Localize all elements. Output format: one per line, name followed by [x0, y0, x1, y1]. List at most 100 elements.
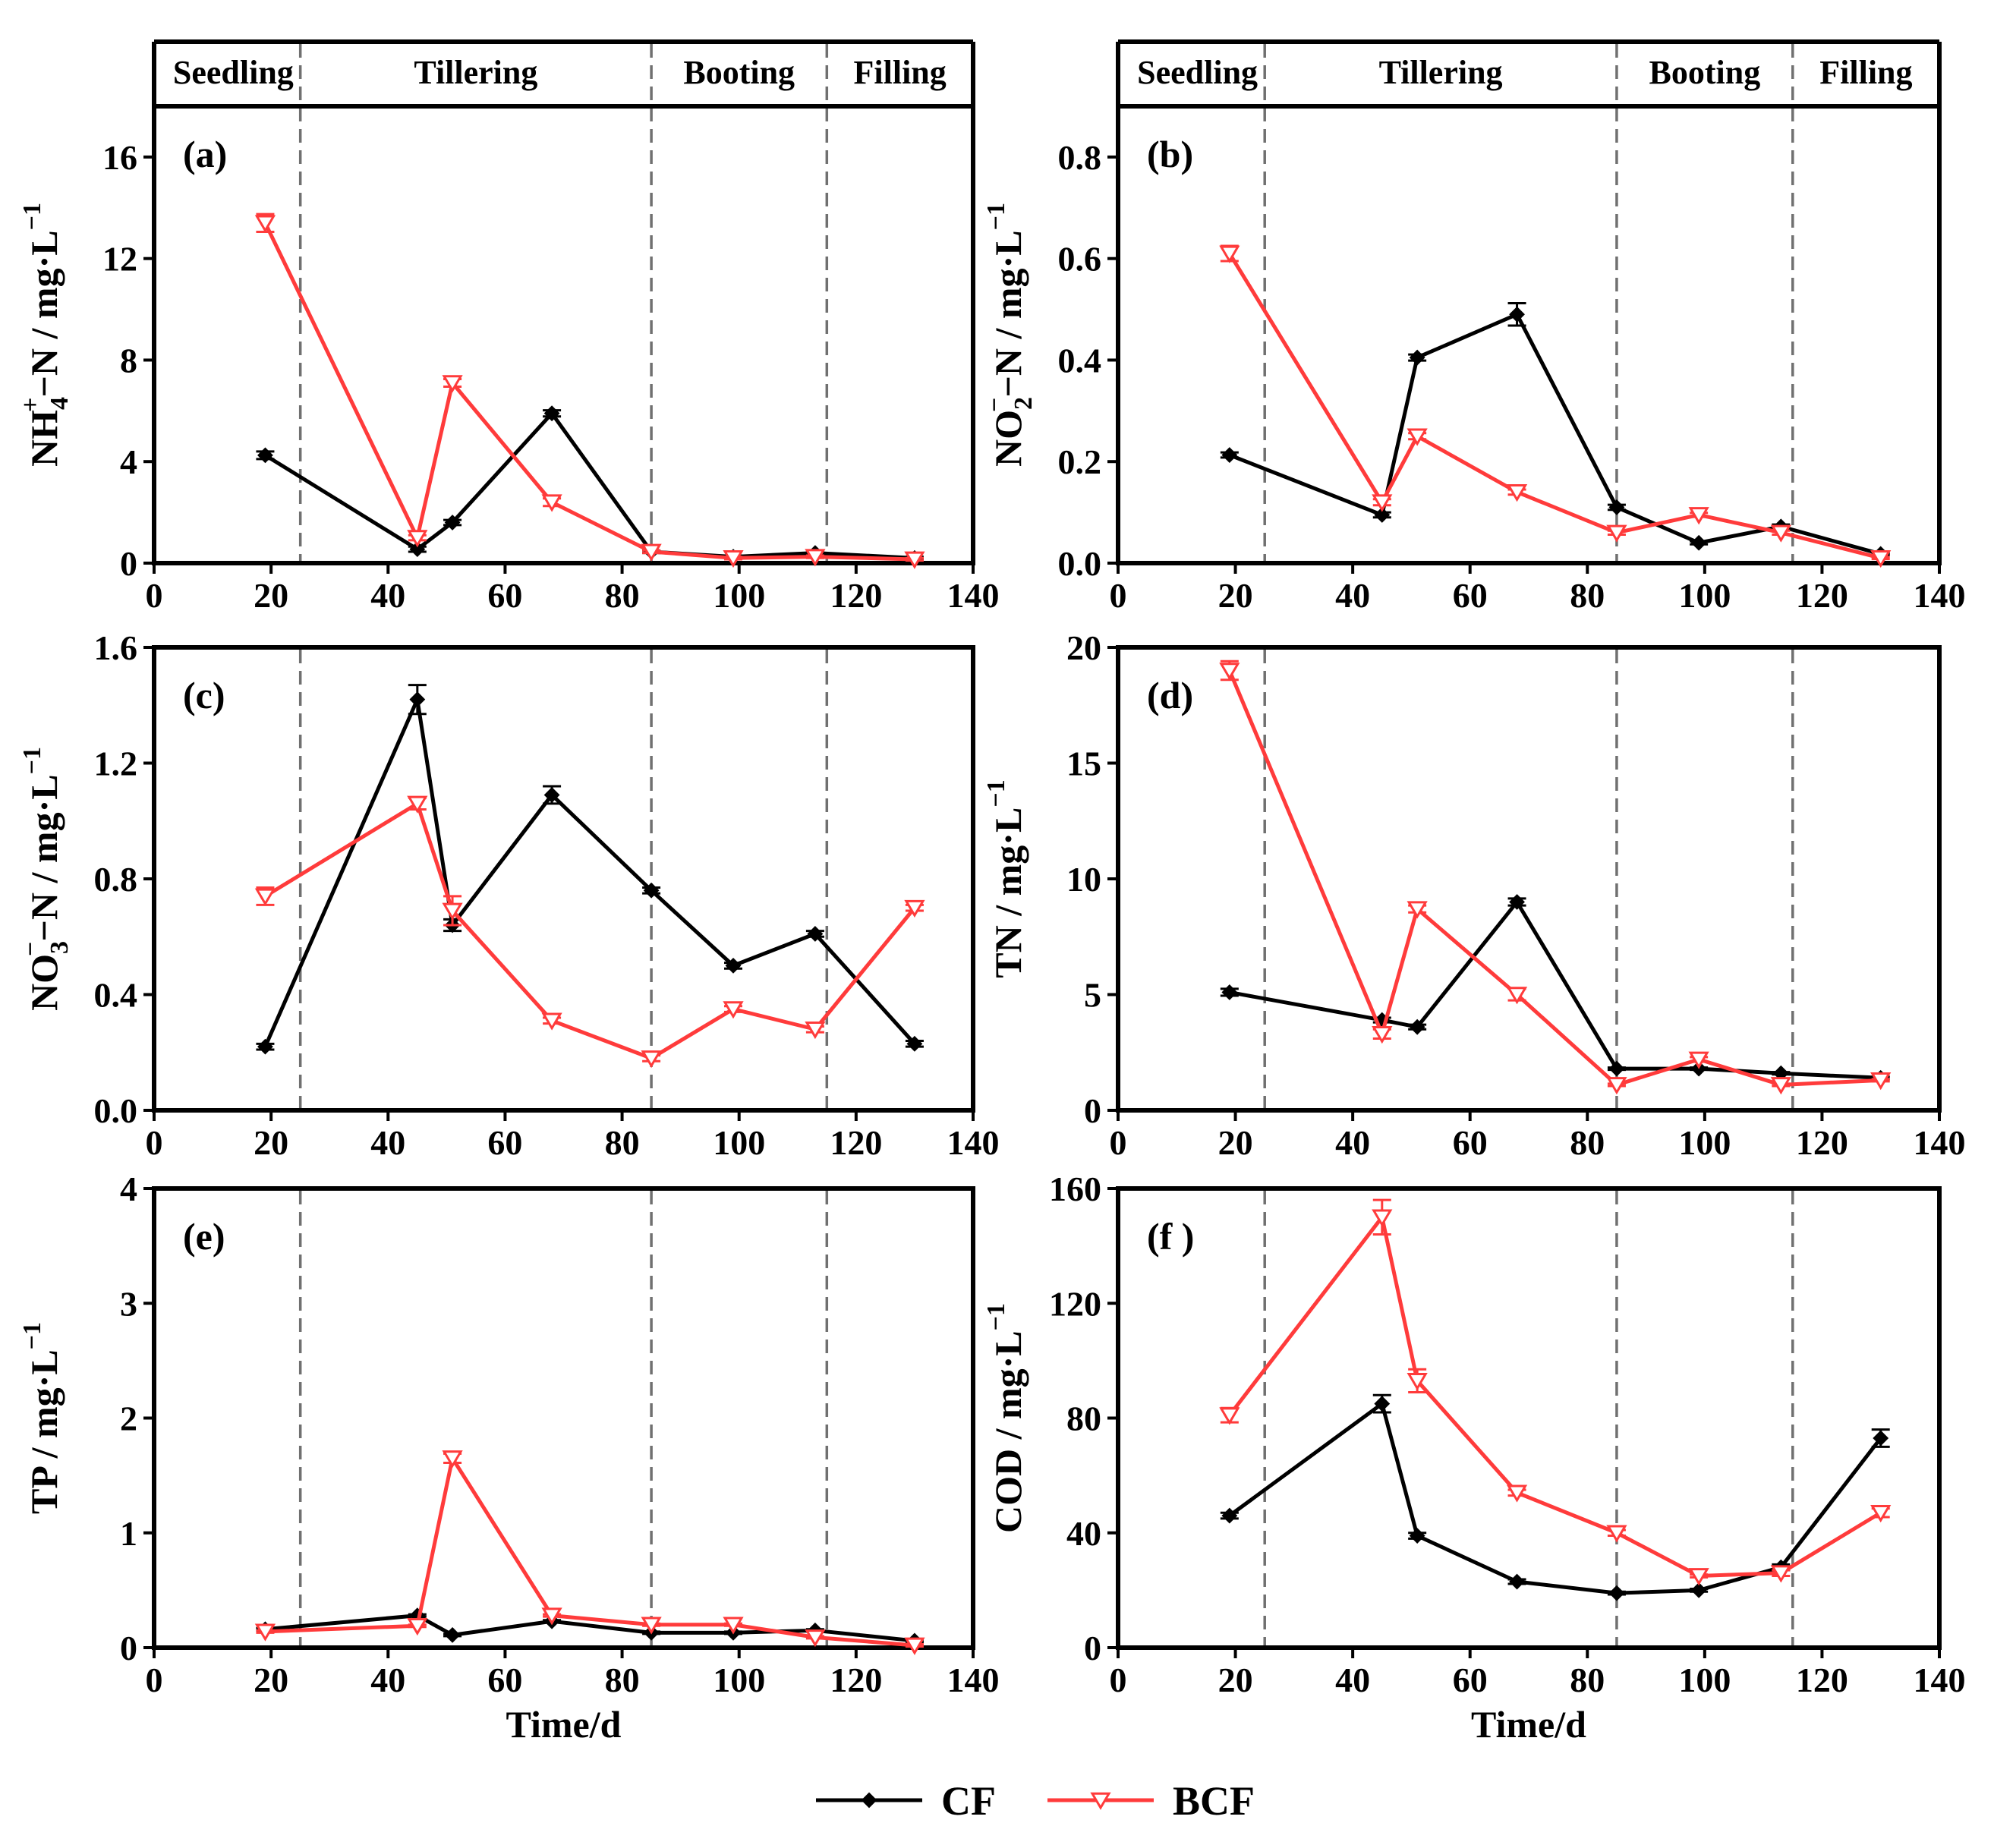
- series-cf: [1220, 894, 1890, 1086]
- y-tick-label: 80: [1066, 1399, 1101, 1438]
- stage-label-booting: Booting: [1649, 54, 1761, 91]
- series-bcf-point: [1372, 494, 1393, 512]
- y-title-sub: 4: [46, 397, 74, 410]
- x-tick-label: 140: [1914, 1123, 1966, 1162]
- series-bcf-point: [641, 1050, 662, 1069]
- x-tick-label: 0: [1110, 576, 1127, 615]
- y-tick-label: 5: [1084, 976, 1101, 1015]
- x-tick-label: 40: [370, 1123, 405, 1162]
- series-bcf: [1219, 244, 1892, 568]
- x-tick-label: 80: [605, 1661, 640, 1699]
- series-bcf-point: [442, 902, 463, 921]
- legend-swatch-marker: [1090, 1792, 1111, 1810]
- series-bcf-point: [1219, 1407, 1240, 1425]
- series-bcf-point: [1870, 1504, 1892, 1523]
- series-bcf-point: [1372, 1209, 1393, 1227]
- x-tick-label: 0: [146, 576, 163, 615]
- series-bcf-point: [805, 549, 826, 567]
- series-cf-line: [263, 697, 916, 1048]
- legend-label: BCF: [1173, 1778, 1255, 1824]
- series-bcf-point: [1506, 484, 1528, 502]
- series-cf: [1220, 302, 1890, 562]
- y-tick-label: 8: [120, 341, 137, 379]
- y-title-rest: −N / mg·L: [987, 230, 1029, 397]
- x-tick-label: 100: [1678, 1661, 1731, 1699]
- series-cf-point: [1374, 507, 1391, 523]
- legend-label: CF: [941, 1778, 996, 1824]
- legend-swatch-marker: [861, 1792, 877, 1809]
- y-tick-label: 0.4: [94, 976, 138, 1015]
- series-cf-point: [1608, 499, 1625, 515]
- series-bcf-point: [254, 888, 276, 906]
- series-bcf-line: [265, 1456, 915, 1648]
- x-tick-label: 60: [487, 1123, 522, 1162]
- x-tick-label: 20: [1218, 1661, 1253, 1699]
- series-cf-point: [543, 405, 560, 422]
- y-tick-label: 3: [120, 1284, 137, 1323]
- series-bcf-point: [1606, 1077, 1627, 1095]
- series-bcf: [254, 795, 925, 1069]
- legend-entry-bcf: BCF: [1047, 1778, 1255, 1824]
- x-tick-label: 120: [830, 576, 882, 615]
- series-bcf-point: [904, 1637, 925, 1655]
- series-cf-line: [1229, 900, 1881, 1080]
- y-axis-title: TN / mg·L−1: [982, 779, 1029, 978]
- series-cf-point: [409, 541, 426, 558]
- y-axis-title: TP / mg·L−1: [18, 1322, 65, 1514]
- y-title-unit-sup: −1: [982, 203, 1010, 230]
- series-cf-point: [1509, 306, 1525, 323]
- series-cf-point: [1221, 984, 1238, 1000]
- panel-b: Seedling Tillering Booting Filling 0 20 40 60 80…: [981, 39, 1966, 615]
- x-tick-label: 140: [947, 1123, 1000, 1162]
- x-tick-label: 80: [1570, 1661, 1605, 1699]
- stage-label-booting: Booting: [683, 54, 795, 91]
- x-tick-label: 140: [1914, 1661, 1966, 1699]
- y-axis-title: COD / mg·L−1: [982, 1303, 1029, 1533]
- panel-f: 0 20 40 60 80 100 120 140 0 40 80 120 160 (f ) COD / m…: [982, 1170, 1966, 1746]
- series-bcf-point: [442, 1450, 463, 1469]
- series-bcf-point: [1219, 663, 1240, 681]
- series-cf-point: [1409, 349, 1425, 366]
- panel-label: (b): [1147, 133, 1193, 175]
- y-title-sup: +: [17, 398, 45, 412]
- series-bcf-point: [805, 1629, 826, 1648]
- series-bcf-point: [1372, 1026, 1393, 1044]
- series-cf: [256, 405, 924, 566]
- y-title-unit-sup: −1: [982, 1303, 1010, 1330]
- x-tick-label: 0: [1110, 1661, 1127, 1699]
- series-bcf-point: [541, 494, 562, 512]
- x-tick-label: 140: [947, 576, 1000, 615]
- y-title-sup: −: [981, 398, 1009, 412]
- y-tick-label: 16: [102, 138, 137, 177]
- series-bcf-point: [541, 1607, 562, 1626]
- series-bcf-point: [904, 551, 925, 569]
- series-bcf-point: [723, 1001, 744, 1019]
- series-bcf-point: [805, 1021, 826, 1040]
- series-bcf-point: [442, 375, 463, 393]
- x-tick-label: 120: [830, 1661, 882, 1699]
- y-title-base: NO: [987, 410, 1029, 467]
- y-tick-label: 12: [102, 240, 137, 279]
- x-tick-label: 60: [1453, 1123, 1488, 1162]
- x-tick-label: 0: [146, 1123, 163, 1162]
- y-title-rest: −N / mg·L: [23, 774, 65, 941]
- y-title-base: TN / mg·L: [987, 808, 1029, 978]
- y-title-sub: 3: [46, 941, 74, 954]
- series-cf-point: [1690, 1582, 1707, 1598]
- panel-label: (f ): [1147, 1215, 1194, 1258]
- series-bcf-point: [904, 899, 925, 918]
- series-bcf-point: [1506, 1484, 1528, 1503]
- stage-label-seedling: Seedling: [173, 54, 294, 91]
- series-bcf-point: [1870, 1072, 1892, 1091]
- x-tick-label: 120: [1796, 1661, 1848, 1699]
- series-cf-point: [543, 787, 560, 803]
- y-tick-label: 0.4: [1058, 341, 1102, 379]
- series-bcf: [254, 213, 925, 569]
- y-title-base: COD / mg·L: [987, 1330, 1029, 1533]
- series-cf-point: [257, 447, 273, 464]
- y-title-base: TP / mg·L: [23, 1349, 65, 1514]
- y-tick-label: 0.8: [1058, 138, 1102, 177]
- series-bcf-point: [541, 1012, 562, 1031]
- series-bcf-point: [1770, 1077, 1791, 1095]
- x-tick-label: 0: [146, 1661, 163, 1699]
